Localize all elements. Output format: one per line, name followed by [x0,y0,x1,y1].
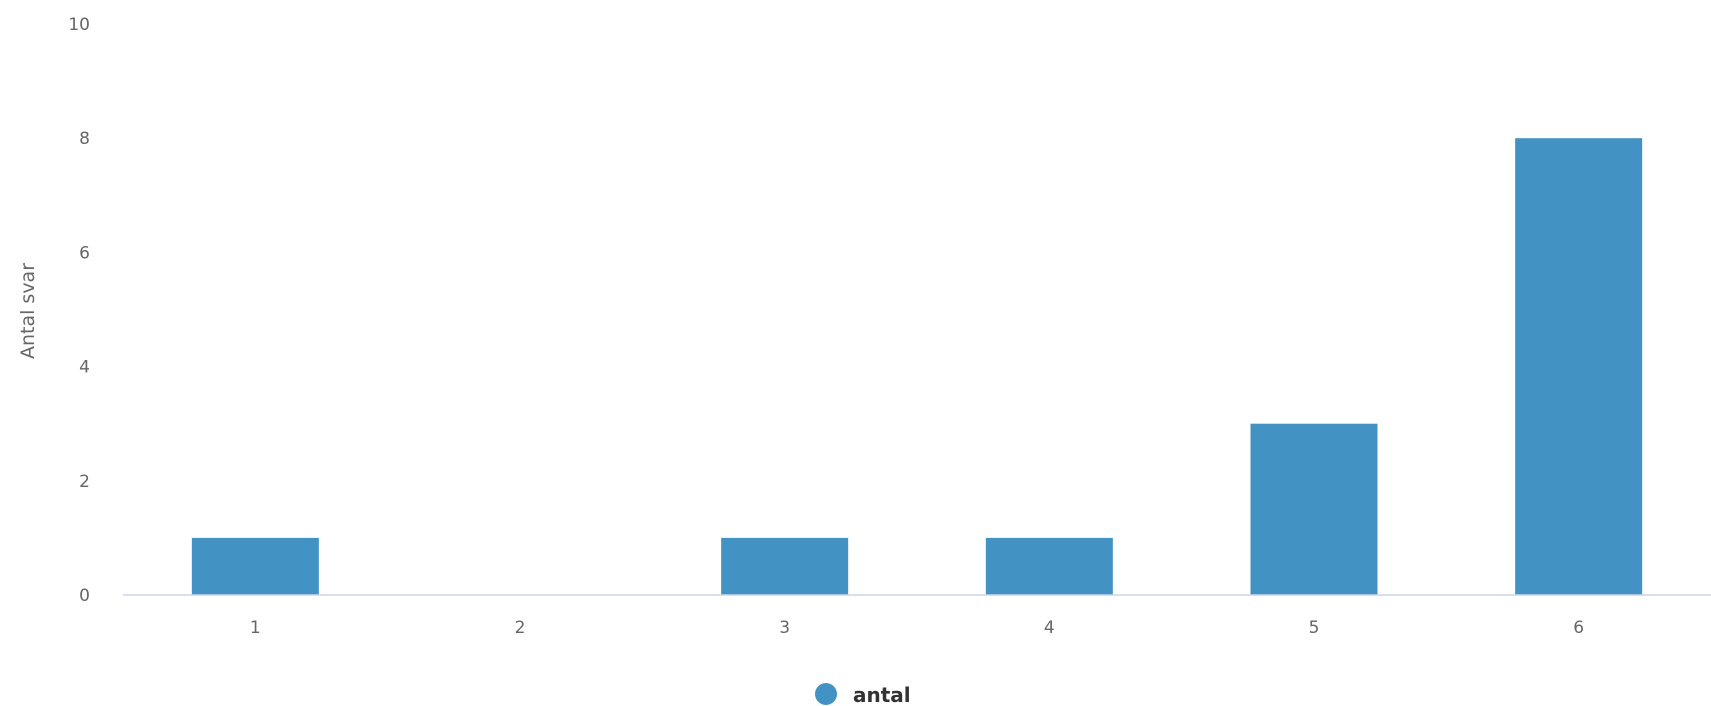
y-tick-label: 10 [68,15,90,35]
legend[interactable]: antal [815,683,911,706]
x-tick-label: 1 [250,618,261,638]
bar-4[interactable] [985,537,1113,595]
bar-6[interactable] [1515,138,1643,595]
x-axis-ticks: 1 2 3 4 5 6 [250,618,1584,638]
y-axis-ticks: 0 2 4 6 8 10 [68,15,90,606]
y-tick-label: 6 [79,243,90,263]
x-tick-label: 2 [515,618,526,638]
bar-1[interactable] [191,537,319,595]
x-tick-label: 6 [1573,618,1584,638]
x-tick-label: 4 [1044,618,1055,638]
x-tick-label: 5 [1309,618,1320,638]
y-tick-label: 4 [79,358,90,378]
bar-5[interactable] [1250,423,1378,595]
legend-swatch-antal[interactable] [815,683,837,705]
legend-label-antal[interactable]: antal [853,683,911,706]
y-tick-label: 2 [79,472,90,492]
bar-3[interactable] [721,537,849,595]
bar-series [191,138,1643,595]
y-tick-label: 0 [79,586,90,606]
x-tick-label: 3 [779,618,790,638]
y-tick-label: 8 [79,129,90,149]
y-axis-title: Antal svar [17,263,39,359]
